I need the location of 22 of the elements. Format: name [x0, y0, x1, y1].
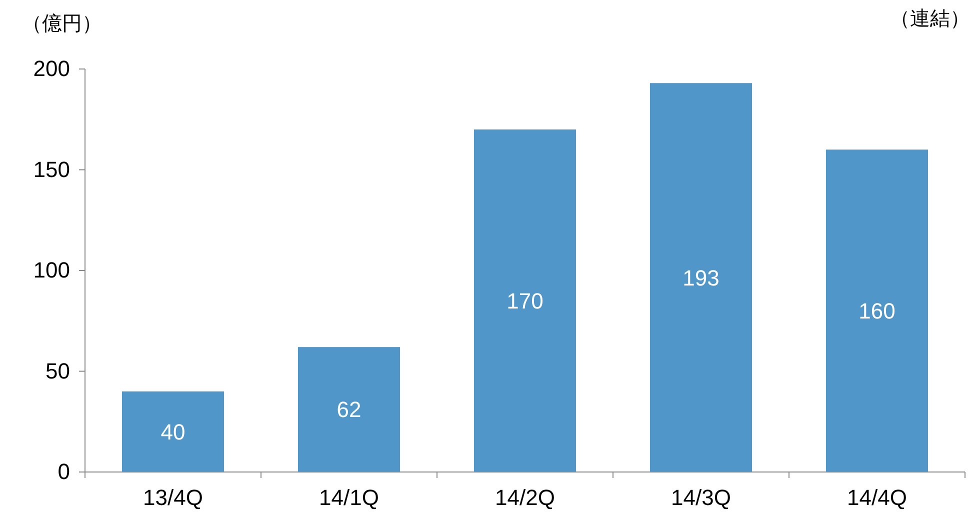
y-tick-label: 150: [33, 156, 70, 182]
text: （連結）: [890, 8, 970, 30]
y-tick-label: 0: [58, 459, 70, 484]
y-tick-label: 50: [46, 358, 70, 384]
bar: [826, 150, 928, 472]
bar: [650, 83, 752, 472]
bar: [122, 391, 224, 472]
data-label: 62: [336, 397, 362, 422]
x-tick-label: 14/3Q: [671, 485, 731, 510]
bar: [298, 347, 400, 472]
x-tick-label: 14/2Q: [495, 485, 555, 510]
y-axis-title: （億円）: [22, 13, 102, 35]
y-tick-label: 100: [33, 258, 70, 283]
bar: [474, 129, 576, 472]
y-tick-label: 200: [33, 56, 70, 82]
data-label: 170: [506, 288, 544, 314]
x-tick-label: 14/4Q: [847, 485, 907, 510]
data-label: 193: [682, 265, 720, 290]
x-tick-label: 14/1Q: [319, 485, 379, 510]
data-label: 160: [858, 298, 896, 324]
data-label: 40: [160, 419, 186, 444]
x-tick-label: 13/4Q: [143, 485, 203, 510]
